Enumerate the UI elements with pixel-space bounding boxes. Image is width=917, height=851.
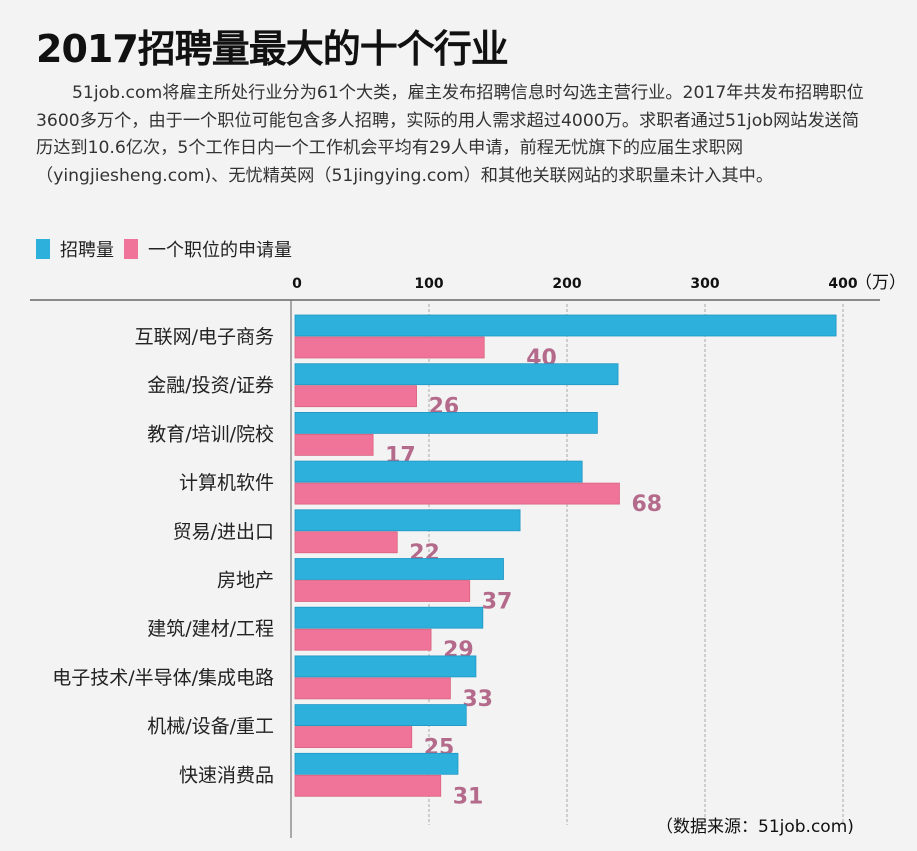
bar-applicants [294, 677, 451, 700]
bar-applicants [294, 531, 398, 554]
x-tick-label: 0 [292, 276, 302, 292]
bar-applicants [294, 385, 417, 408]
bar-postings [294, 509, 521, 532]
category-label: 房地产 [217, 570, 274, 592]
data-label-applicants: 31 [453, 784, 484, 809]
bar-postings [294, 655, 477, 678]
category-label: 互联网/电子商务 [135, 326, 274, 348]
x-tick-label: 100 [414, 276, 443, 292]
bar-postings [294, 752, 459, 775]
bar-applicants [294, 580, 471, 602]
x-unit-label: （万） [855, 273, 906, 293]
bar-applicants [294, 336, 485, 359]
chart-title: 2017招聘量最大的十个行业 [36, 27, 509, 71]
legend: 招聘量 一个职位的申请量 [36, 236, 302, 262]
x-tick-label: 300 [690, 276, 719, 292]
bar-applicants [294, 482, 620, 505]
bar-postings [294, 460, 583, 483]
category-label: 金融/投资/证券 [147, 375, 274, 397]
category-label: 机械/设备/重工 [147, 716, 274, 738]
intro-paragraph: 51job.com将雇主所处行业分为61个大类，雇主发布招聘信息时勾选主营行业。… [36, 83, 864, 186]
bar-postings [294, 606, 484, 629]
data-label-applicants: 37 [482, 590, 513, 615]
x-tick-label: 200 [552, 276, 581, 292]
legend-swatch-postings [36, 239, 50, 259]
legend-label-postings: 招聘量 [60, 240, 114, 261]
category-label: 快速消费品 [179, 764, 274, 786]
bar-postings [294, 558, 504, 580]
data-label-applicants: 68 [631, 492, 662, 517]
x-tick-label: 400 [828, 276, 857, 292]
category-label: 电子技术/半导体/集成电路 [52, 667, 274, 689]
category-label: 教育/培训/院校 [147, 423, 274, 445]
legend-item-applicants: 一个职位的申请量 [124, 236, 292, 262]
bar-postings [294, 411, 598, 434]
category-label: 计算机软件 [179, 472, 274, 494]
bar-postings [294, 363, 619, 386]
bar-chart: 0 100 200 300 400（万）互联网/电子商务40金融/投资/证券26教育/培… [30, 273, 906, 838]
bar-applicants [294, 774, 442, 797]
legend-label-applicants: 一个职位的申请量 [148, 240, 292, 261]
category-label: 建筑/建材/工程 [147, 618, 274, 640]
bar-postings [294, 314, 837, 337]
data-source-note: （数据来源：51job.com) [656, 817, 854, 837]
bar-applicants [294, 433, 374, 456]
bar-applicants [294, 726, 413, 749]
bar-postings [294, 704, 467, 727]
legend-item-postings: 招聘量 [36, 236, 114, 262]
bar-applicants [294, 628, 432, 651]
category-label: 贸易/进出口 [173, 521, 274, 543]
legend-swatch-applicants [124, 239, 138, 259]
data-label-applicants: 33 [462, 687, 493, 712]
